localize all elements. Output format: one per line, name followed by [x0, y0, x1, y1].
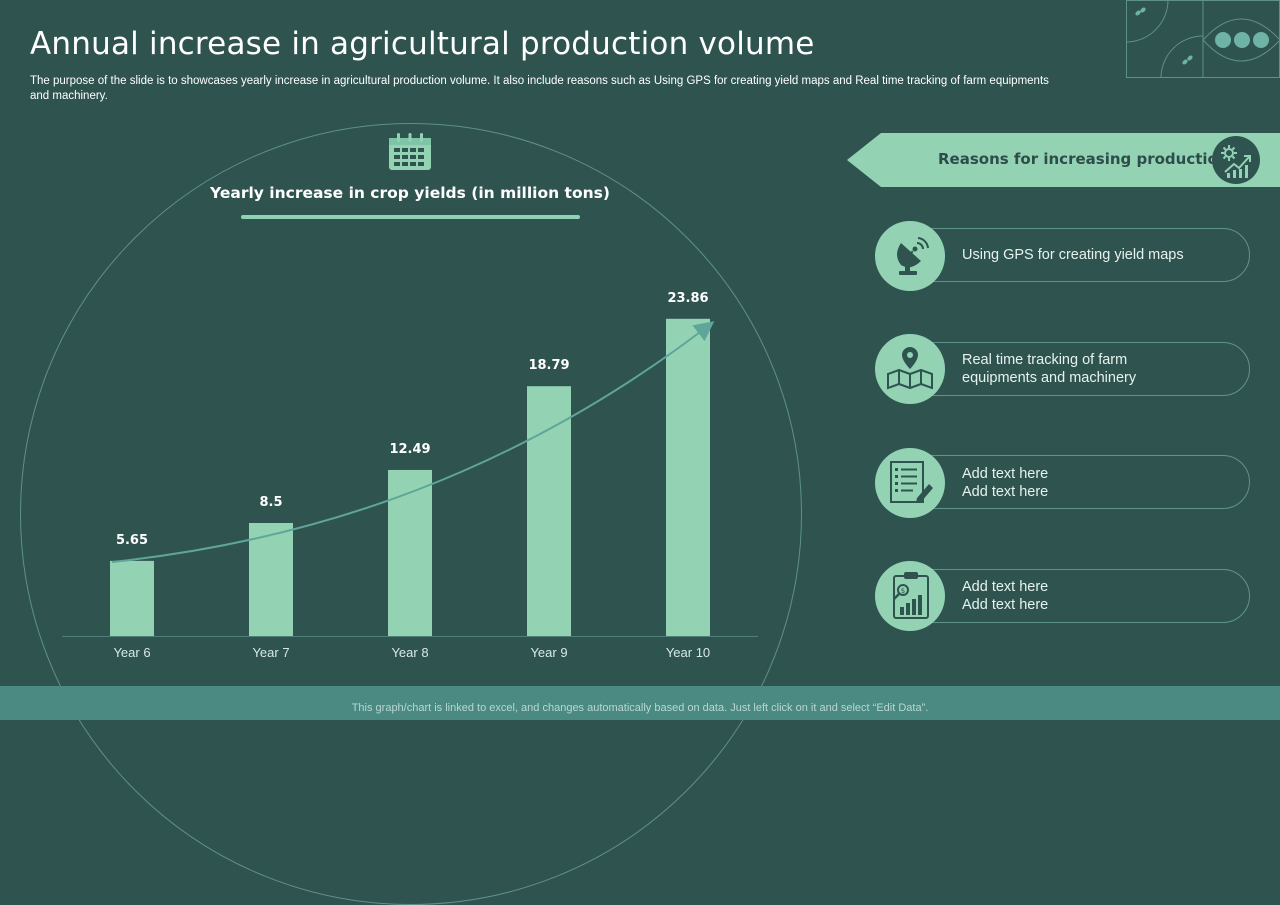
reason-text-2: Real time tracking of farm equipments an… [962, 352, 1137, 386]
reason-text-1: Using GPS for creating yield maps [962, 247, 1184, 263]
satellite-dish-icon [875, 221, 945, 291]
bar-1 [110, 560, 154, 636]
reasons-banner [847, 133, 1280, 187]
x-tick-label-1: Year 6 [113, 645, 150, 660]
data-label-1: 5.65 [116, 533, 148, 548]
x-tick-label-4: Year 9 [530, 645, 567, 660]
reason-text-3: Add text here Add text here [962, 466, 1049, 500]
trend-arrow [111, 321, 715, 563]
x-tick-label-3: Year 8 [391, 645, 428, 660]
bar-3 [388, 469, 432, 636]
reasons-title: Reasons for increasing production [938, 150, 1229, 168]
chart-title: Yearly increase in crop yields (in milli… [210, 184, 610, 202]
data-label-3: 12.49 [389, 442, 430, 457]
footer-note: This graph/chart is linked to excel, and… [0, 686, 1280, 720]
x-tick-label-5: Year 10 [666, 645, 710, 660]
clipboard-chart-icon: $ [875, 561, 945, 631]
chart-title-underline [241, 215, 580, 219]
checklist-pencil-icon [875, 448, 945, 518]
data-label-2: 8.5 [259, 495, 282, 510]
map-location-icon [875, 334, 945, 404]
svg-text:$: $ [901, 587, 905, 595]
slide-description: The purpose of the slide is to showcases… [30, 75, 1049, 102]
calendar-icon [389, 133, 431, 170]
x-tick-label-2: Year 7 [252, 645, 289, 660]
bar-chart: 5.65 Year 6 8.5 Year 7 12.49 Year 8 18.79 Year … [62, 291, 758, 660]
data-label-4: 18.79 [528, 358, 569, 373]
data-label-5: 23.86 [667, 291, 708, 306]
corner-decoration-icon [1126, 0, 1280, 78]
growth-gear-icon [1212, 136, 1260, 184]
reason-text-4: Add text here Add text here [962, 579, 1049, 613]
bar-4 [527, 386, 571, 636]
bar-2 [249, 523, 293, 636]
slide-title: Annual increase in agricultural producti… [30, 26, 815, 62]
bar-5 [666, 318, 710, 636]
